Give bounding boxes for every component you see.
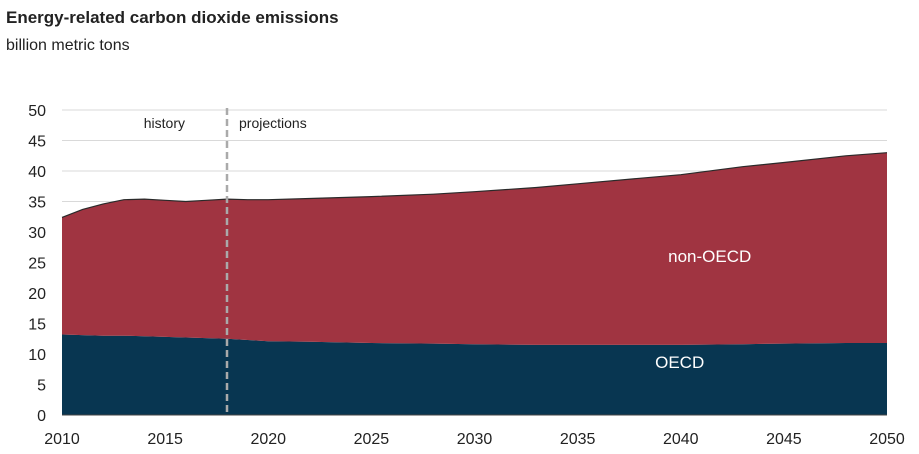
non-oecd-series-label: non-OECD [668, 247, 751, 266]
chart-subtitle: billion metric tons [6, 37, 130, 54]
x-tick-label: 2045 [766, 431, 802, 448]
projections-annotation: projections [239, 115, 307, 131]
y-tick-label: 45 [28, 134, 46, 151]
x-tick-label: 2035 [560, 431, 596, 448]
y-tick-label: 30 [28, 225, 46, 242]
total-outline [61, 152, 888, 218]
oecd-series-label: OECD [655, 353, 704, 372]
y-tick-label: 50 [28, 103, 46, 120]
y-tick-label: 15 [28, 317, 46, 334]
x-tick-label: 2050 [869, 431, 905, 448]
x-tick-label: 2040 [663, 431, 699, 448]
x-tick-label: 2010 [44, 431, 80, 448]
y-tick-label: 10 [28, 347, 46, 364]
non-oecd-area [62, 152, 887, 345]
x-tick-label: 2025 [354, 431, 390, 448]
y-tick-label: 40 [28, 164, 46, 181]
history-annotation: history [144, 115, 185, 131]
y-tick-label: 0 [37, 408, 46, 425]
x-tick-label: 2020 [250, 431, 286, 448]
y-tick-label: 35 [28, 195, 46, 212]
x-tick-label: 2015 [147, 431, 183, 448]
y-tick-label: 20 [28, 286, 46, 303]
oecd-area [62, 334, 887, 415]
chart-title: Energy-related carbon dioxide emissions [6, 8, 339, 27]
y-tick-label: 25 [28, 256, 46, 273]
y-tick-label: 5 [37, 378, 46, 395]
x-tick-label: 2030 [457, 431, 493, 448]
